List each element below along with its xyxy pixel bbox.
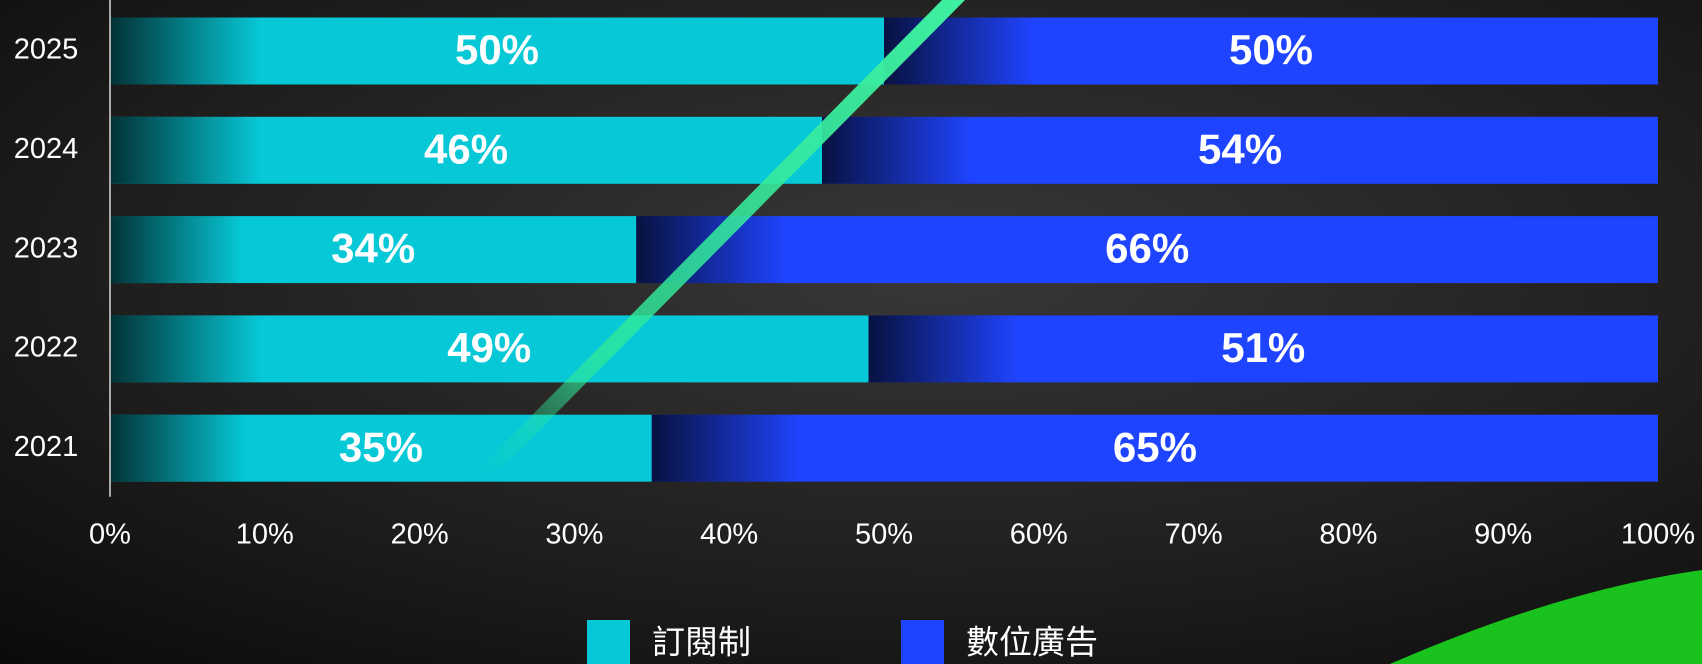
bar-shade xyxy=(110,117,710,184)
x-tick-label: 40% xyxy=(700,519,758,551)
value-label: 34% xyxy=(331,225,415,272)
value-label: 50% xyxy=(455,26,539,73)
chart: 0% 10% 20% 30% 40% 50% 60% 70% 80% 90% 100% 2021 35%… xyxy=(0,0,1702,664)
y-tick-label: 2025 xyxy=(14,34,79,66)
x-tick-label: 20% xyxy=(391,519,449,551)
x-tick-label: 100% xyxy=(1621,519,1695,551)
value-label: 49% xyxy=(447,324,531,371)
x-tick-label: 0% xyxy=(89,519,131,551)
value-label: 50% xyxy=(1229,26,1313,73)
value-label: 51% xyxy=(1221,324,1305,371)
x-tick-label: 60% xyxy=(1010,519,1068,551)
legend-swatch xyxy=(901,620,944,664)
bar-shade xyxy=(884,18,1484,85)
x-tick-label: 50% xyxy=(855,519,913,551)
x-tick-label: 10% xyxy=(236,519,294,551)
value-label: 54% xyxy=(1198,125,1282,172)
legend-label: 數位廣告 xyxy=(966,623,1098,662)
y-tick-label: 2022 xyxy=(14,332,79,364)
bar-shade xyxy=(822,117,1422,184)
value-label: 66% xyxy=(1105,225,1189,272)
x-tick-label: 80% xyxy=(1319,519,1377,551)
value-label: 35% xyxy=(339,423,423,470)
bar-shade xyxy=(110,18,710,85)
y-tick-label: 2024 xyxy=(14,133,79,165)
bar-shade xyxy=(869,315,1469,382)
value-label: 46% xyxy=(424,125,508,172)
bar-shade xyxy=(110,315,710,382)
value-label: 65% xyxy=(1113,423,1197,470)
y-tick-label: 2023 xyxy=(14,232,79,264)
legend-swatch xyxy=(587,620,630,664)
x-tick-label: 30% xyxy=(545,519,603,551)
legend-label: 訂閱制 xyxy=(652,623,751,662)
x-tick-label: 70% xyxy=(1165,519,1223,551)
x-tick-label: 90% xyxy=(1474,519,1532,551)
y-tick-label: 2021 xyxy=(14,431,79,463)
